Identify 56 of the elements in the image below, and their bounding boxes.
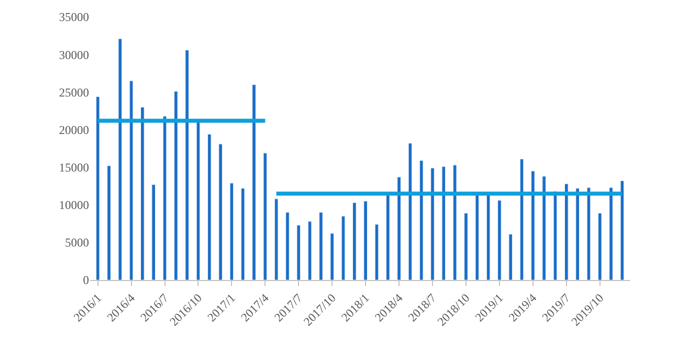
y-tick-label: 5000 bbox=[65, 236, 89, 250]
bar bbox=[508, 234, 513, 280]
bar bbox=[96, 96, 100, 280]
bar bbox=[452, 164, 457, 280]
bar bbox=[531, 170, 535, 280]
bar bbox=[341, 216, 346, 280]
y-tick-label: 30000 bbox=[59, 48, 89, 62]
bar bbox=[498, 200, 502, 280]
bar bbox=[586, 187, 591, 280]
bar bbox=[118, 38, 122, 280]
y-tick-label: 35000 bbox=[59, 10, 89, 24]
bar bbox=[174, 91, 178, 280]
y-tick-label: 20000 bbox=[59, 122, 89, 137]
bar bbox=[542, 176, 546, 280]
bar bbox=[520, 158, 524, 280]
bar bbox=[620, 180, 624, 280]
bar bbox=[397, 176, 401, 280]
bar bbox=[218, 144, 222, 280]
y-tick-label: 15000 bbox=[59, 160, 89, 174]
bar bbox=[129, 80, 134, 280]
bar bbox=[140, 106, 144, 280]
bar bbox=[352, 202, 356, 280]
bar bbox=[263, 152, 268, 280]
bar bbox=[553, 191, 558, 280]
bar bbox=[196, 122, 200, 280]
bar bbox=[609, 187, 613, 280]
bar bbox=[107, 166, 111, 280]
bar bbox=[286, 212, 290, 280]
y-tick-label: 0 bbox=[83, 273, 89, 288]
bar bbox=[319, 212, 323, 280]
y-tick-label: 25000 bbox=[59, 85, 89, 100]
bar bbox=[162, 116, 167, 280]
bar bbox=[230, 182, 234, 280]
bar bbox=[598, 212, 602, 280]
bar bbox=[152, 184, 156, 280]
bar bbox=[374, 224, 379, 280]
bar bbox=[330, 233, 334, 280]
bar bbox=[207, 134, 212, 280]
bar bbox=[296, 224, 301, 280]
bar bbox=[442, 166, 446, 280]
bar bbox=[408, 142, 412, 280]
bar bbox=[185, 50, 189, 280]
bar bbox=[364, 200, 368, 280]
y-tick-label: 10000 bbox=[59, 198, 89, 212]
bar bbox=[564, 184, 568, 280]
bar bbox=[386, 194, 390, 280]
bar bbox=[464, 212, 468, 280]
bar bbox=[486, 194, 490, 280]
bar bbox=[430, 168, 434, 280]
bar bbox=[252, 84, 256, 280]
bar bbox=[274, 198, 278, 280]
bar bbox=[475, 194, 480, 280]
bar bbox=[240, 188, 245, 280]
bar bbox=[419, 160, 424, 280]
bar bbox=[308, 221, 312, 280]
bar bbox=[576, 188, 580, 280]
